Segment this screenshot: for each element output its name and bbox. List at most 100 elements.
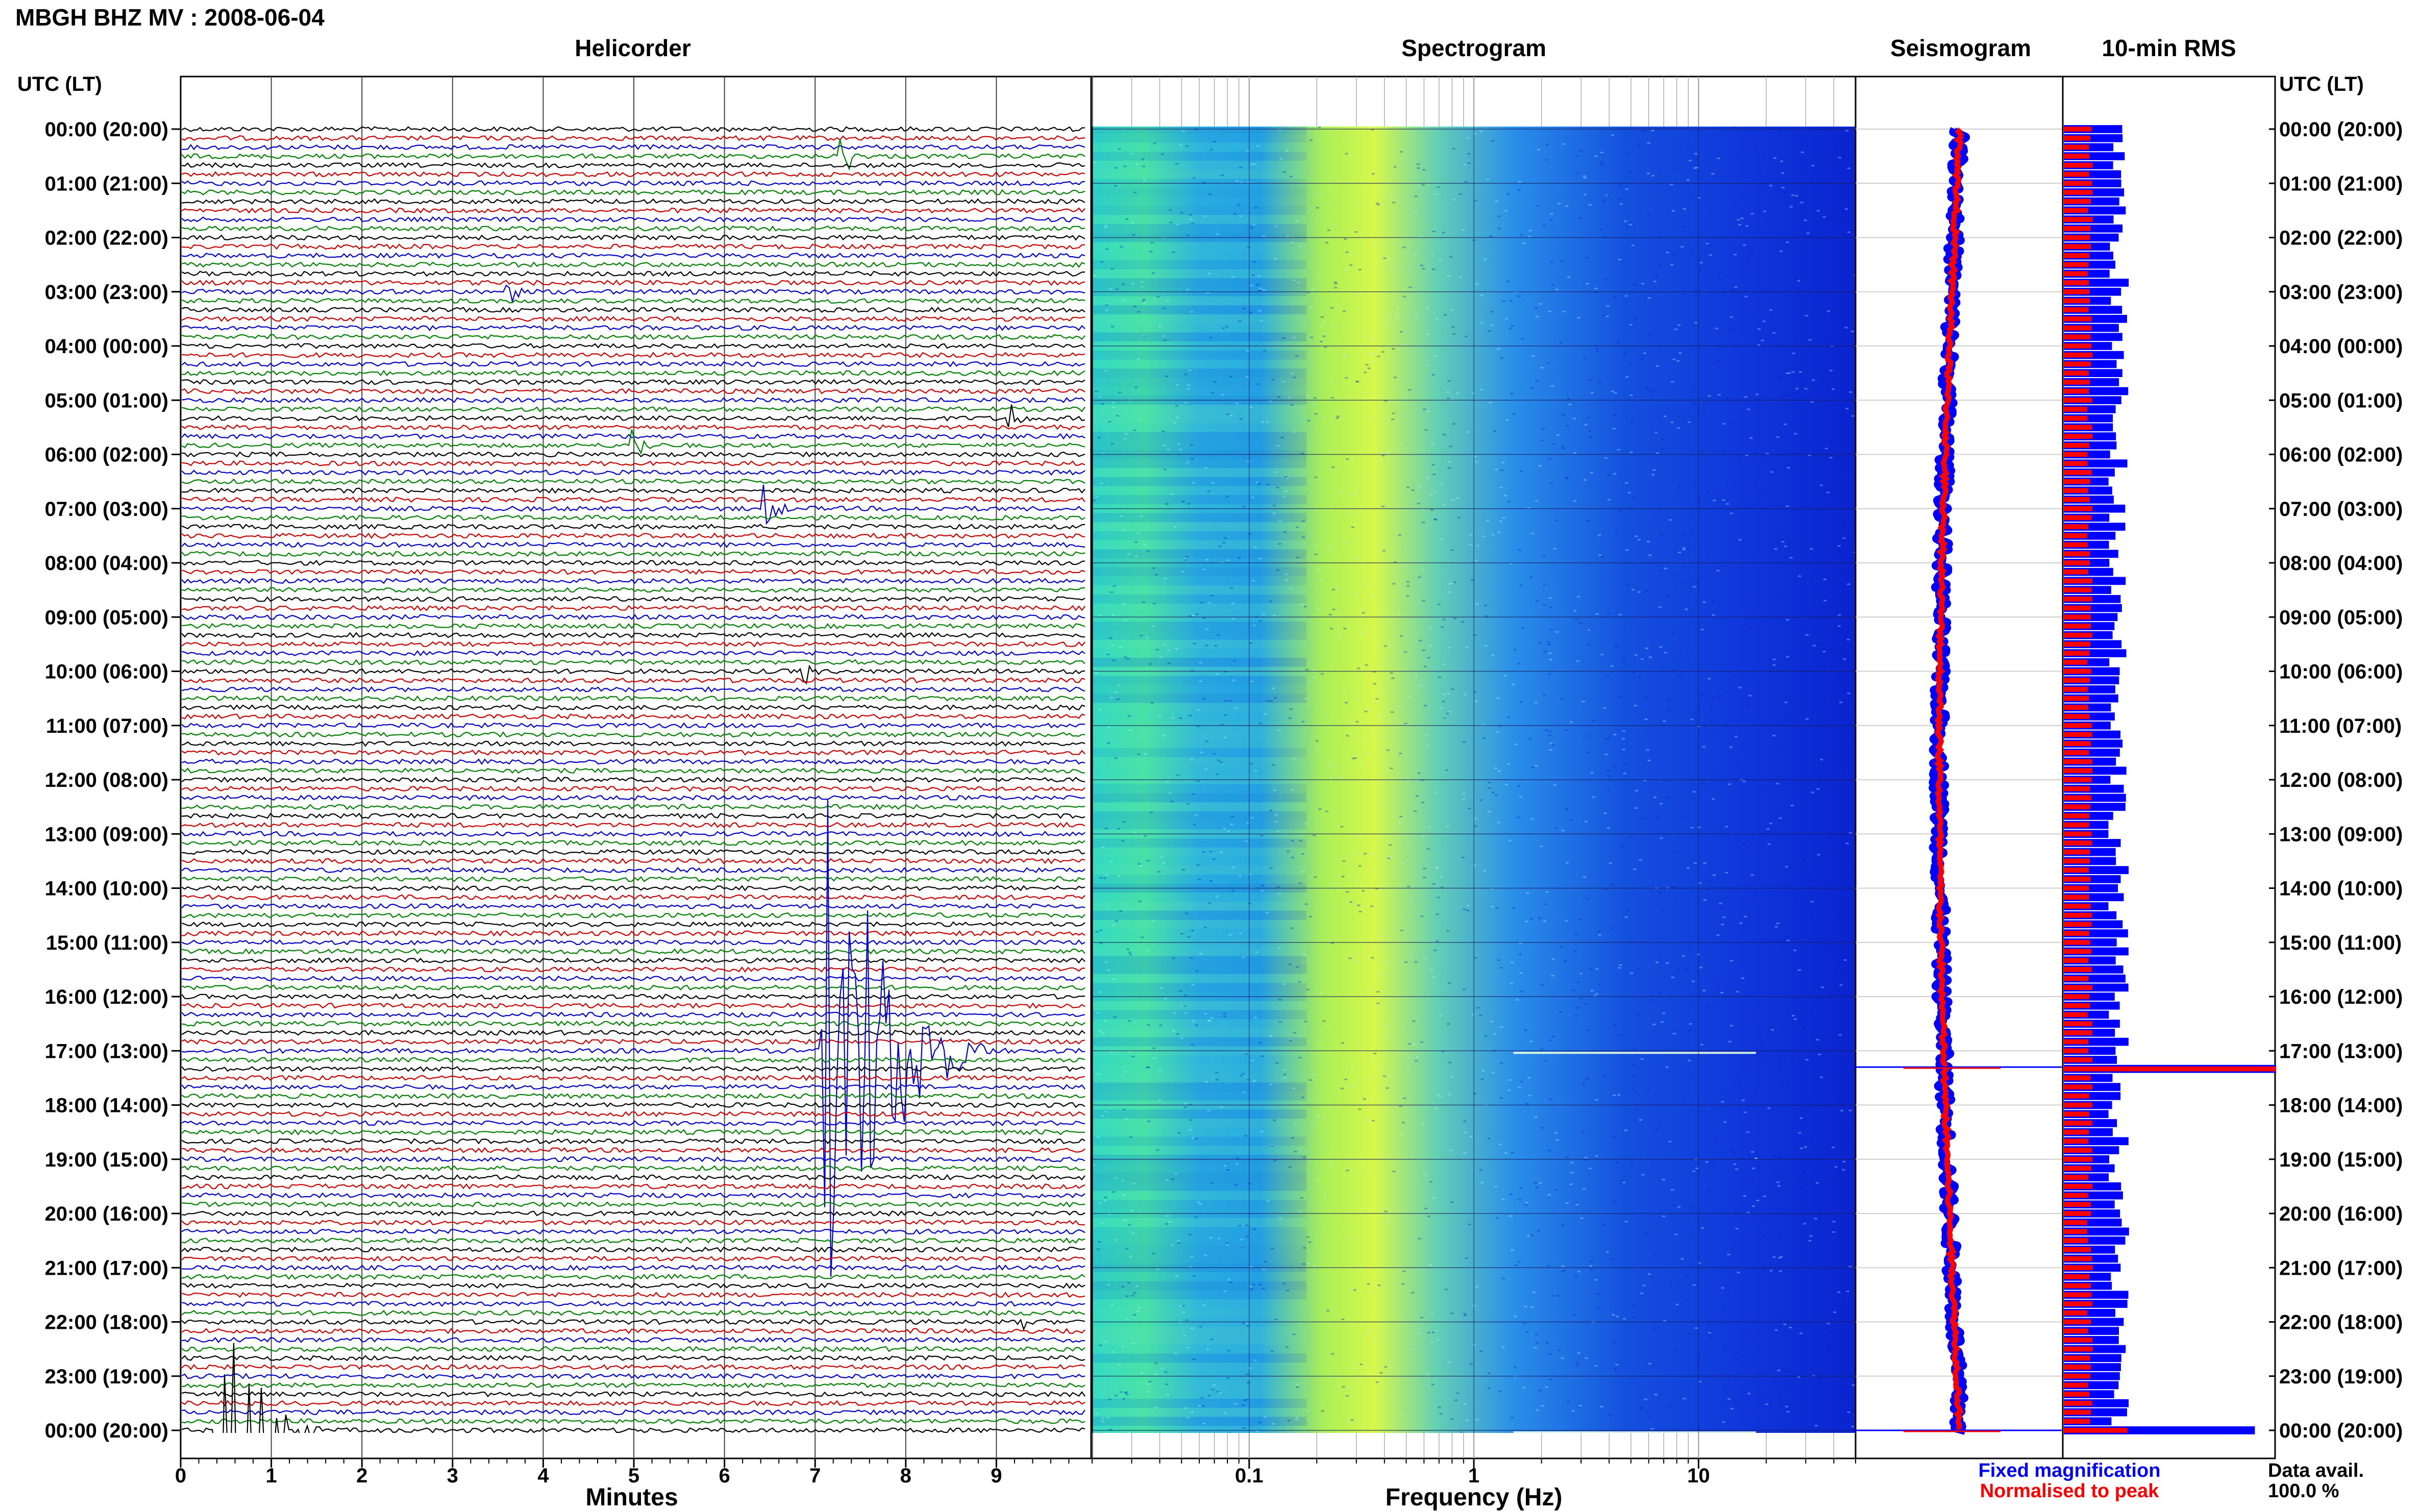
rms-bar-normalised — [2064, 822, 2089, 828]
spectrogram-lowfreq-stripe — [1092, 278, 1306, 287]
spectrogram-speckle — [1473, 817, 1477, 820]
spectrogram-speckle — [1444, 314, 1447, 316]
spectrogram-speckle — [1534, 307, 1538, 309]
helicorder-trace — [182, 795, 1085, 801]
spectrogram-speckle — [1199, 1203, 1202, 1205]
helicorder-trace — [182, 605, 1085, 611]
spectrogram-speckle — [1238, 557, 1241, 559]
spectrogram-speckle — [1524, 1306, 1527, 1308]
spectrogram-speckle — [1303, 698, 1307, 700]
spectrogram-speckle — [1842, 1160, 1846, 1162]
spectrogram-lowfreq-stripe — [1092, 1064, 1306, 1074]
spectrogram-speckle — [1463, 988, 1466, 990]
spectrogram-speckle — [1330, 628, 1333, 630]
spectrogram-speckle — [1587, 416, 1591, 418]
spectrogram-speckle — [1112, 1191, 1116, 1193]
spectrogram-speckle — [1755, 1012, 1758, 1014]
spectrogram-speckle — [1381, 451, 1385, 453]
spectrogram-speckle — [1822, 938, 1826, 940]
spectrogram-speckle — [1551, 958, 1555, 960]
spectrogram-speckle — [1282, 1077, 1286, 1079]
spectrogram-speckle — [1681, 246, 1684, 248]
spectrogram-speckle — [1490, 311, 1493, 313]
spectrogram-speckle — [1278, 947, 1281, 949]
spectrogram-speckle — [1393, 377, 1397, 379]
spectrogram-speckle — [1143, 302, 1146, 304]
spectrogram-speckle — [1474, 455, 1477, 457]
spectrogram-speckle — [1431, 255, 1435, 257]
spectrogram-speckle — [1812, 885, 1815, 887]
spectrogram-speckle — [1115, 920, 1118, 922]
spectrogram-speckle — [1110, 442, 1114, 444]
spectrogram-speckle — [1700, 1044, 1704, 1046]
spectrogram-speckle — [1351, 1195, 1355, 1197]
spectrogram-speckle — [1203, 1304, 1206, 1306]
spectrogram-speckle — [1257, 275, 1261, 277]
spectrogram-speckle — [1208, 193, 1212, 195]
spectrogram-speckle — [1151, 272, 1155, 274]
spectrogram-speckle — [1104, 961, 1108, 963]
spectrogram-speckle — [1437, 186, 1440, 188]
helicorder-trace — [182, 1309, 1085, 1316]
spectrogram-speckle — [1702, 1218, 1706, 1220]
spectrogram-speckle — [1254, 207, 1258, 209]
spectrogram-speckle — [1231, 890, 1235, 892]
spectrogram-speckle — [1182, 1311, 1186, 1313]
spectrogram-speckle — [1663, 720, 1666, 722]
spectrogram-speckle — [1799, 1187, 1803, 1189]
spectrogram-speckle — [1753, 612, 1757, 614]
spectrogram-speckle — [1684, 1098, 1688, 1100]
spectrogram-lowfreq-stripe — [1092, 260, 1306, 269]
spectrogram-speckle — [1779, 1270, 1782, 1272]
spectrogram-speckle — [1173, 1012, 1176, 1014]
helicorder-trace — [182, 948, 1085, 955]
spectrogram-speckle — [1685, 969, 1688, 971]
spectrogram-speckle — [1288, 1166, 1292, 1168]
spectrogram-speckle — [1525, 1331, 1529, 1333]
spectrogram-speckle — [1562, 143, 1565, 145]
helicorder-trace — [182, 551, 1085, 557]
rms-bar-normalised — [2064, 135, 2090, 141]
spectrogram-speckle — [1292, 431, 1296, 433]
spectrogram-speckle — [1469, 534, 1473, 536]
rms-frame — [2062, 76, 2276, 1459]
spectrogram-speckle — [1488, 787, 1491, 789]
spectrogram-speckle — [1646, 214, 1650, 216]
spectrogram-speckle — [1706, 242, 1709, 244]
spectrogram-speckle — [1258, 1283, 1262, 1285]
spectrogram-speckle — [1545, 144, 1549, 146]
spectrogram-speckle — [1790, 1058, 1794, 1060]
spectrogram-speckle — [1547, 1265, 1550, 1267]
spectrogram-speckle — [1436, 866, 1439, 869]
spectrogram-speckle — [1412, 1349, 1415, 1351]
rms-bar-normalised — [2064, 442, 2089, 448]
spectrogram-speckle — [1548, 458, 1551, 460]
spectrogram-speckle — [1092, 500, 1096, 502]
spectrogram-speckle — [1798, 1277, 1802, 1279]
spectrogram-speckle — [1549, 482, 1553, 484]
spectrogram-speckle — [1511, 1152, 1514, 1154]
hour-label-left: 12:00 (08:00) — [45, 769, 168, 791]
spectrogram-speckle — [1425, 734, 1428, 736]
spectrogram-speckle — [1647, 389, 1650, 391]
spectrogram-speckle — [1702, 601, 1706, 603]
seismogram-trace — [1853, 127, 2062, 1435]
spectrogram-speckle — [1120, 246, 1123, 248]
spectrogram-speckle — [1732, 331, 1735, 333]
spectrogram-speckle — [1378, 805, 1382, 807]
spectrogram-speckle — [1343, 542, 1347, 544]
spectrogram-speckle — [1474, 825, 1477, 827]
spectrogram-speckle — [1488, 811, 1491, 812]
spectrogram-speckle — [1123, 1219, 1127, 1221]
spectrogram-speckle — [1709, 880, 1712, 882]
spectrogram-speckle — [1416, 1056, 1419, 1058]
spectrogram-speckle — [1720, 565, 1724, 567]
spectrogram-speckle — [1734, 1209, 1738, 1211]
spectrogram-lowfreq-stripe — [1092, 802, 1306, 811]
spectrogram-speckle — [1501, 1198, 1505, 1200]
helicorder-trace — [182, 849, 1085, 856]
spectrogram-speckle — [1590, 772, 1594, 774]
spectrogram-speckle — [1160, 856, 1164, 858]
spectrogram-speckle — [1153, 142, 1156, 144]
spectrogram-speckle — [1151, 625, 1155, 627]
